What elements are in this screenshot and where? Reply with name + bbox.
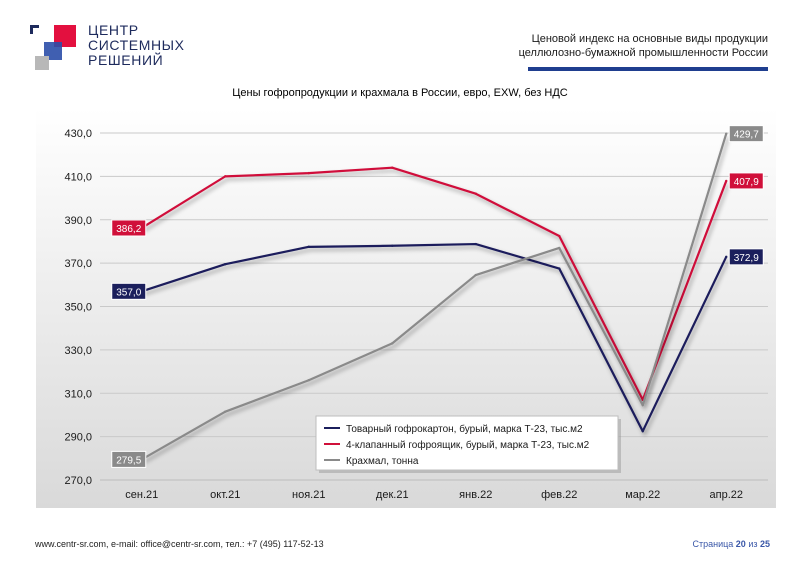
series-point xyxy=(641,430,644,433)
data-label-first: 279,5 xyxy=(116,455,141,466)
series-point xyxy=(224,263,227,266)
footer-page-number: Страница 20 из 25 xyxy=(692,539,770,549)
logo-text: ЦЕНТР СИСТЕМНЫХ РЕШЕНИЙ xyxy=(88,22,185,68)
data-label-last-box xyxy=(728,248,764,266)
y-tick-label: 410,0 xyxy=(64,171,92,183)
data-label-first: 357,0 xyxy=(116,287,141,298)
x-tick-label: янв.22 xyxy=(459,489,492,501)
series-point xyxy=(307,245,310,249)
x-tick-label: сен.21 xyxy=(125,489,158,501)
series-point xyxy=(558,267,561,270)
legend-label: Крахмал, тонна xyxy=(346,456,419,467)
data-label-first-box xyxy=(111,282,147,300)
data-label-last: 372,9 xyxy=(734,253,759,264)
y-tick-label: 270,0 xyxy=(64,475,92,487)
data-label-first-box xyxy=(111,219,147,237)
x-tick-label: ноя.21 xyxy=(292,489,325,501)
series-point xyxy=(474,242,477,246)
data-label-first: 386,2 xyxy=(116,224,141,235)
series-point xyxy=(391,342,394,345)
y-tick-label: 350,0 xyxy=(64,302,92,314)
series-point xyxy=(474,192,477,195)
series-point xyxy=(725,255,728,259)
series-point xyxy=(725,179,728,183)
series-point xyxy=(224,410,227,413)
series-point xyxy=(307,171,310,175)
x-tick-label: мар.22 xyxy=(625,489,660,501)
series-line xyxy=(141,242,728,433)
series-point xyxy=(391,244,394,247)
series-point xyxy=(641,403,644,407)
chart-title: Цены гофропродукции и крахмала в России,… xyxy=(232,87,568,99)
series-point xyxy=(474,273,477,277)
legend-label: Товарный гофрокартон, бурый, марка Т-23,… xyxy=(346,423,583,435)
series-point xyxy=(224,175,227,178)
y-tick-label: 310,0 xyxy=(64,388,92,400)
data-label-last: 407,9 xyxy=(734,177,759,188)
header-accent-rule xyxy=(528,67,768,71)
x-tick-label: фев.22 xyxy=(541,489,577,501)
footer-contacts: www.centr-sr.com, e-mail: office@centr-s… xyxy=(35,539,324,549)
y-tick-label: 390,0 xyxy=(64,215,92,227)
y-tick-label: 330,0 xyxy=(64,345,92,357)
series-line xyxy=(141,166,728,401)
series-point xyxy=(307,379,310,382)
y-tick-label: 370,0 xyxy=(64,258,92,270)
x-tick-label: дек.21 xyxy=(376,489,409,501)
y-tick-label: 430,0 xyxy=(64,128,92,140)
data-label-first-box xyxy=(111,450,147,468)
line-chart: 270,0 290,0 310,0 330,0 350,0 370,0 390,0 410,0… xyxy=(36,108,776,508)
logo-mark-icon xyxy=(30,25,76,70)
data-label-last: 429,7 xyxy=(734,130,759,141)
report-subtitle: Ценовой индекс на основные виды продукци… xyxy=(518,33,768,59)
legend-label: 4-клапанный гофроящик, бурый, марка Т-23… xyxy=(346,439,590,451)
x-tick-label: апр.22 xyxy=(710,489,743,501)
data-label-last-box xyxy=(728,125,764,143)
series-point xyxy=(725,132,728,135)
series-line xyxy=(141,133,728,461)
legend-box xyxy=(315,415,619,471)
series-point xyxy=(391,166,394,169)
series-point xyxy=(558,234,561,238)
data-label-last-box xyxy=(728,172,764,190)
y-tick-label: 290,0 xyxy=(64,432,92,444)
series-point xyxy=(558,246,561,250)
x-tick-label: окт.21 xyxy=(210,489,240,501)
company-logo: ЦЕНТР СИСТЕМНЫХ РЕШЕНИЙ xyxy=(30,20,184,75)
